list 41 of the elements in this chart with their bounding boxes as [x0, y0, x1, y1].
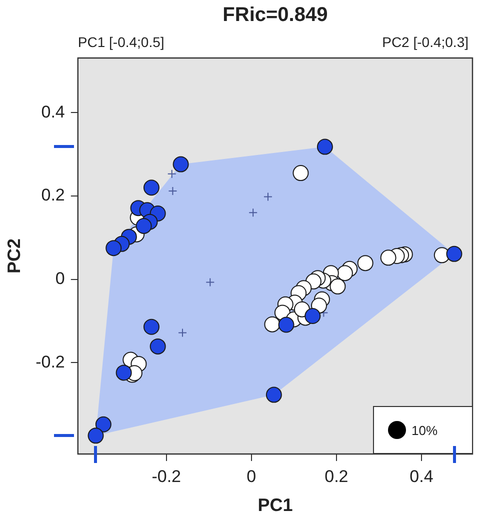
text: PC2 [-0.4;0.3] [382, 34, 468, 50]
y-axis-title: PC2 [4, 238, 24, 274]
y-tick-label: -0.2 [36, 352, 65, 372]
chart-title: FRic=0.849 [222, 4, 328, 26]
point [380, 250, 396, 266]
point [357, 255, 374, 272]
point [136, 218, 152, 234]
point [88, 428, 104, 444]
point [116, 364, 132, 381]
point [278, 316, 294, 333]
point [143, 318, 160, 335]
y-tick-label: 0 [55, 269, 65, 288]
point [178, 328, 187, 338]
point [336, 265, 353, 282]
point [266, 386, 282, 403]
point [167, 169, 176, 178]
point [206, 278, 215, 287]
point [330, 278, 346, 294]
x-tick-label: 0.4 [410, 466, 434, 486]
point [143, 180, 160, 196]
point [316, 138, 333, 155]
annotation: 10% [412, 422, 438, 438]
y-tick-label: 0.2 [41, 186, 65, 205]
point [95, 416, 112, 432]
point [263, 192, 272, 202]
point [292, 165, 309, 182]
point [264, 316, 280, 332]
point [172, 156, 189, 172]
point [168, 186, 178, 196]
x-tick-label: 0.2 [324, 466, 348, 486]
point [248, 208, 258, 218]
y-tick-label: 0.4 [41, 102, 65, 122]
point [446, 246, 462, 262]
size-legend: 10% [372, 406, 472, 454]
x-tick-label: -0.2 [152, 466, 181, 486]
x-tick-label: 0 [246, 466, 256, 486]
text: PC1 [-0.4;0.5] [78, 34, 164, 50]
point [150, 338, 166, 354]
point [106, 240, 122, 256]
point [304, 308, 321, 324]
x-axis-title: PC1 [258, 495, 293, 516]
